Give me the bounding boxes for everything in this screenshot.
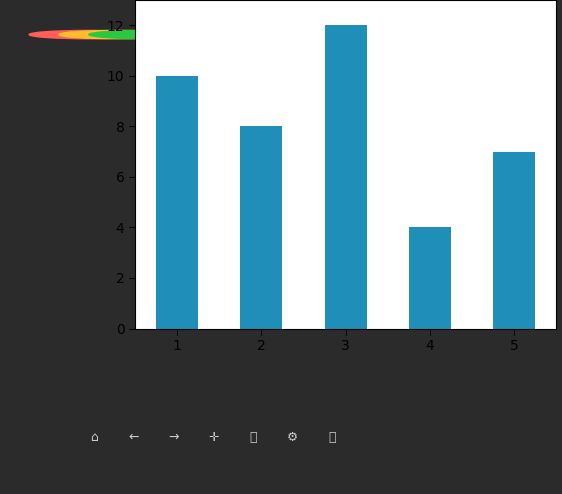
Circle shape <box>89 31 208 39</box>
Bar <box>493 152 535 329</box>
Bar <box>156 76 198 329</box>
Circle shape <box>59 31 178 39</box>
Text: 💾: 💾 <box>329 431 336 444</box>
Text: 🔍: 🔍 <box>249 431 257 444</box>
Circle shape <box>29 31 148 39</box>
Text: ⌂: ⌂ <box>90 431 98 444</box>
Text: Figure 1: Figure 1 <box>273 27 343 42</box>
Text: ✛: ✛ <box>208 431 219 444</box>
Bar <box>325 25 367 329</box>
Text: ⚙: ⚙ <box>287 431 298 444</box>
Text: →: → <box>168 431 179 444</box>
Bar <box>241 126 283 329</box>
Text: ←: ← <box>128 431 139 444</box>
Bar <box>409 227 451 329</box>
